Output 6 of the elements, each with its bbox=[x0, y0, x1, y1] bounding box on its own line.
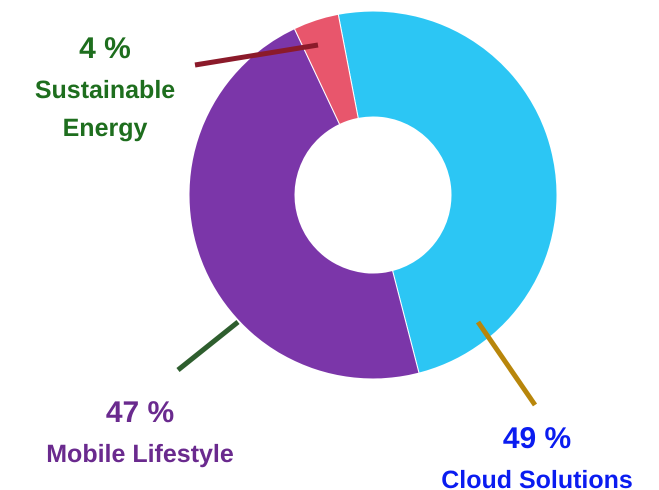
data-label: 49 % bbox=[502, 422, 572, 455]
slice-label: Cloud Solutions bbox=[441, 466, 633, 490]
data-label: 4 % bbox=[79, 32, 131, 65]
slice-label: Sustainable Energy bbox=[34, 76, 176, 142]
data-label: 47 % bbox=[106, 396, 174, 429]
slice-label: Mobile Lifestyle bbox=[46, 440, 234, 468]
